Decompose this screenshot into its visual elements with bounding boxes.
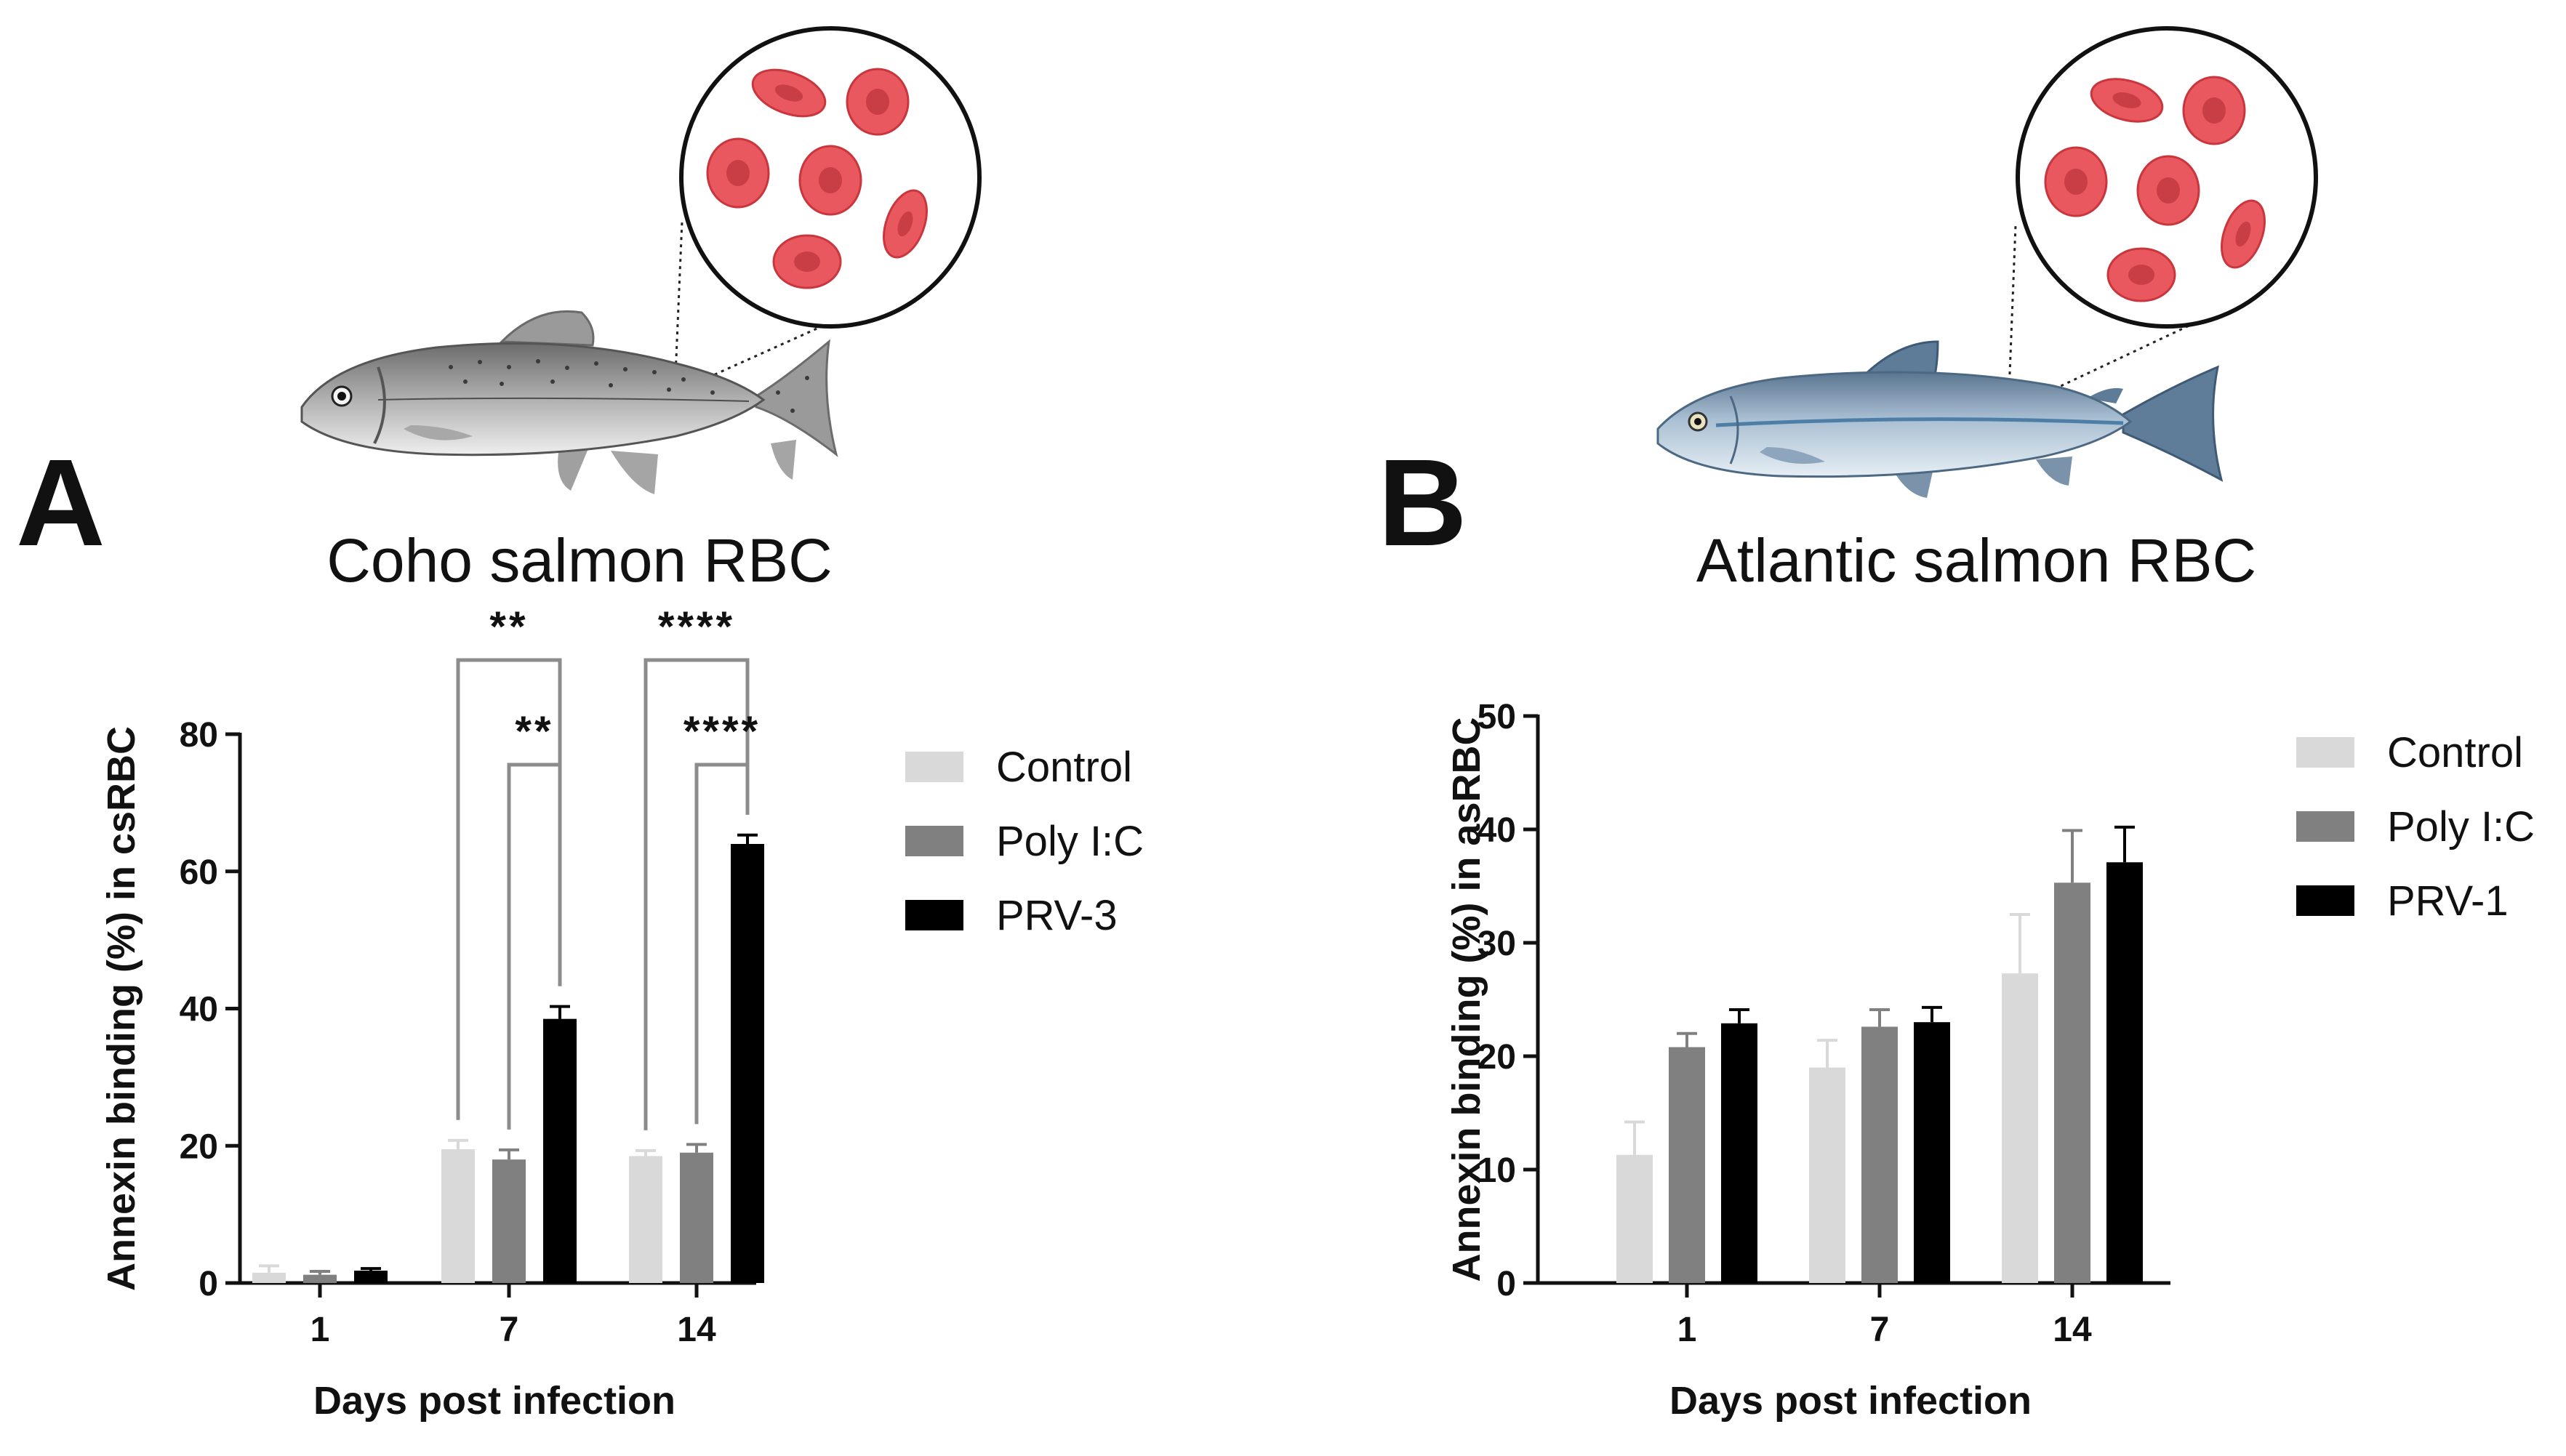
legend-label: Control [996, 744, 1132, 791]
bar-poly-i-c-day-14 [2054, 882, 2090, 1283]
chart-title: Coho salmon RBC [326, 526, 833, 595]
y-tick-label: 50 [1478, 698, 1516, 736]
legend-label: PRV-3 [996, 892, 1118, 939]
bar-control-day-1 [252, 1272, 286, 1283]
y-tick-label: 40 [180, 991, 218, 1029]
bar-poly-i-c-day-1 [1669, 1047, 1705, 1283]
x-axis-title: Days post infection [313, 1379, 675, 1423]
significance-label: ** [489, 603, 528, 651]
bar-poly-i-c-day-7 [1861, 1026, 1898, 1283]
x-tick-label: 1 [310, 1311, 330, 1349]
x-tick-label: 7 [1870, 1311, 1890, 1349]
coho-salmon-illustration [300, 26, 982, 494]
x-tick-label: 14 [677, 1311, 716, 1349]
legend-label: Control [2387, 729, 2523, 776]
y-tick-label: 20 [180, 1127, 218, 1166]
significance-label: **** [658, 603, 735, 651]
legend-swatch [905, 826, 963, 856]
bar-control-day-14 [629, 1156, 662, 1283]
significance-bracket [507, 763, 562, 1130]
bar-prv-1-day-1 [1721, 1023, 1757, 1283]
legend-swatch [905, 900, 963, 930]
bar-prv-3-day-1 [354, 1271, 388, 1283]
bar-poly-i-c-day-14 [680, 1152, 713, 1283]
legend-label: Poly I:C [996, 818, 1144, 865]
x-tick-label: 1 [1677, 1311, 1697, 1349]
chart-coho-salmon: Coho salmon RBC 0 20 40 60 80 Annexin binding … [100, 526, 1144, 1423]
bar-poly-i-c-day-1 [303, 1274, 337, 1283]
bar-poly-i-c-day-7 [492, 1159, 526, 1283]
bar-prv-1-day-14 [2106, 862, 2143, 1283]
legend-swatch [2296, 811, 2354, 842]
y-tick-label: 30 [1478, 925, 1516, 963]
y-tick-label: 0 [1496, 1265, 1516, 1303]
legend-swatch [2296, 885, 2354, 916]
significance-label: **** [683, 708, 761, 755]
significance-bracket [694, 763, 750, 1125]
legend-label: PRV-1 [2387, 877, 2509, 925]
x-axis-title: Days post infection [1669, 1379, 2032, 1423]
significance-bracket [643, 658, 750, 1130]
panel-letter-a: A [16, 434, 105, 572]
y-tick-label: 20 [1478, 1038, 1516, 1077]
y-tick-label: 0 [199, 1265, 218, 1303]
y-tick-label: 80 [180, 716, 218, 755]
legend-swatch [2296, 737, 2354, 768]
bar-control-day-14 [2002, 973, 2038, 1283]
chart-title: Atlantic salmon RBC [1696, 526, 2256, 595]
x-tick-label: 7 [500, 1311, 519, 1349]
y-axis-title: Annexin binding (%) in csRBC [100, 726, 143, 1291]
y-tick-label: 40 [1478, 811, 1516, 850]
legend-swatch [905, 752, 963, 782]
bar-prv-3-day-7 [543, 1018, 577, 1283]
bar-control-day-1 [1616, 1154, 1653, 1283]
bar-prv-1-day-7 [1914, 1022, 1950, 1283]
bar-control-day-7 [441, 1149, 475, 1283]
atlantic-salmon-illustration [1656, 26, 2318, 498]
x-tick-label: 14 [2053, 1311, 2092, 1349]
legend-label: Poly I:C [2387, 803, 2535, 850]
y-tick-label: 60 [180, 853, 218, 892]
bar-prv-3-day-14 [731, 844, 764, 1283]
y-axis-title: Annexin binding (%) in asRBC [1445, 717, 1488, 1282]
y-tick-label: 10 [1478, 1151, 1516, 1190]
panel-letter-b: B [1378, 434, 1467, 572]
significance-label: ** [515, 708, 553, 755]
bar-control-day-7 [1809, 1067, 1845, 1283]
